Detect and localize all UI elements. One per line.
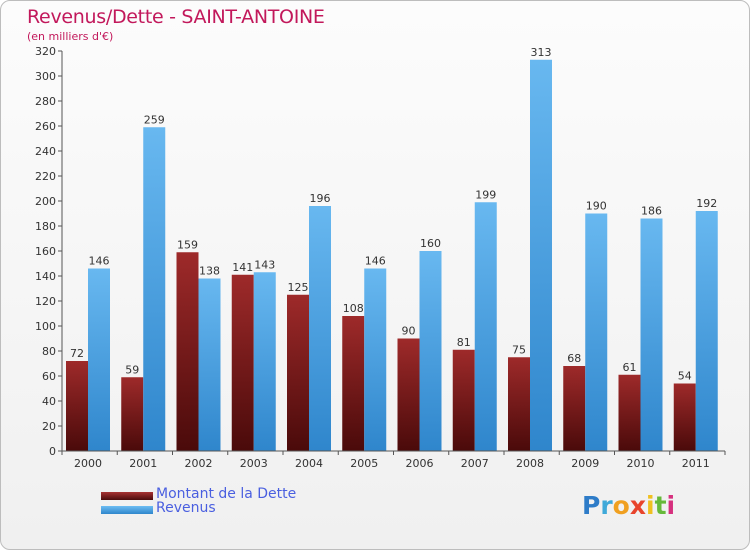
y-tick-label: 300 (35, 70, 56, 83)
bars: 72 146 59 259 159 138 141 143 125 196 108 146 90 160 8… (66, 46, 718, 451)
y-tick-label: 280 (35, 95, 56, 108)
data-label: 108 (343, 302, 364, 315)
data-label: 259 (144, 113, 165, 126)
x-tick-label: 2010 (627, 457, 655, 470)
bar-dette (287, 294, 309, 451)
y-tick-label: 160 (35, 245, 56, 258)
bar-dette (397, 338, 420, 451)
x-tick-label: 2001 (129, 457, 157, 470)
x-tick-label: 2006 (406, 457, 434, 470)
bar-revenus (88, 268, 110, 451)
legend-swatch-revenus (101, 506, 153, 514)
bar-dette (342, 316, 365, 451)
bar-revenus (695, 211, 718, 451)
logo-letter: r (600, 491, 613, 520)
data-label: 192 (696, 197, 717, 210)
bar-dette (66, 361, 88, 451)
bar-dette (452, 349, 475, 451)
bar-dette (231, 274, 254, 451)
legend-label-revenus: Revenus (156, 500, 216, 516)
logo-letter: x (629, 491, 646, 520)
y-tick-label: 80 (42, 345, 56, 358)
logo-letter: o (612, 491, 630, 520)
y-tick-label: 20 (42, 420, 56, 433)
data-label: 186 (641, 205, 662, 218)
y-tick-label: 180 (35, 220, 56, 233)
bar-dette (563, 366, 586, 451)
data-label: 199 (475, 188, 496, 201)
y-tick-label: 260 (35, 120, 56, 133)
data-label: 138 (199, 265, 220, 278)
data-label: 125 (288, 281, 309, 294)
data-label: 72 (70, 347, 84, 360)
data-label: 54 (678, 370, 692, 383)
chart-title: Revenus/Dette - SAINT-ANTOINE (27, 6, 325, 28)
y-tick-label: 100 (35, 320, 56, 333)
y-axis: 0 20 40 60 80 100 120 140 160 180 200 220 240 260 280 3… (35, 45, 63, 458)
data-label: 59 (125, 363, 139, 376)
data-label: 313 (531, 46, 552, 59)
data-label: 146 (89, 255, 110, 268)
bar-revenus (309, 206, 331, 451)
bar-revenus (143, 127, 166, 451)
y-tick-label: 240 (35, 145, 56, 158)
y-tick-label: 0 (49, 445, 56, 458)
proxiti-logo: Proxiti (582, 491, 675, 520)
bar-dette (508, 357, 530, 451)
data-label: 61 (623, 361, 637, 374)
data-label: 81 (457, 336, 471, 349)
bar-revenus (530, 59, 552, 451)
y-tick-label: 320 (35, 45, 56, 58)
data-label: 196 (310, 192, 331, 205)
y-tick-label: 120 (35, 295, 56, 308)
x-axis: 2000 2001 2002 2003 2004 2005 2006 2007 2008 2009… (61, 450, 726, 470)
bar-chart: 0 20 40 60 80 100 120 140 160 180 200 220 240 260 280 3… (35, 45, 726, 470)
bar-revenus (364, 268, 387, 451)
data-label: 75 (512, 343, 526, 356)
x-tick-label: 2011 (682, 457, 710, 470)
x-tick-label: 2002 (185, 457, 213, 470)
bar-revenus (640, 218, 663, 451)
bar-revenus (419, 251, 442, 451)
x-tick-label: 2005 (350, 457, 378, 470)
x-tick-label: 2000 (74, 457, 102, 470)
data-label: 143 (254, 258, 275, 271)
data-label: 146 (365, 255, 386, 268)
bar-dette (673, 383, 696, 451)
logo-letter: i (666, 491, 676, 520)
data-label: 68 (567, 352, 581, 365)
y-tick-label: 220 (35, 170, 56, 183)
x-tick-label: 2004 (295, 457, 323, 470)
logo-letter: t (654, 491, 667, 520)
chart-subtitle: (en milliers d'€) (27, 30, 114, 43)
bar-revenus (253, 272, 276, 451)
data-label: 90 (402, 325, 416, 338)
bar-dette (176, 252, 199, 451)
legend-swatch-dette (101, 492, 153, 500)
bar-revenus (198, 278, 221, 451)
bar-dette (618, 374, 641, 451)
bar-dette (121, 377, 144, 451)
x-tick-label: 2003 (240, 457, 268, 470)
data-label: 190 (586, 200, 607, 213)
y-tick-label: 200 (35, 195, 56, 208)
bar-revenus (474, 202, 497, 451)
y-tick-label: 40 (42, 395, 56, 408)
data-label: 159 (177, 238, 198, 251)
logo-letter: i (646, 491, 655, 520)
y-tick-label: 60 (42, 370, 56, 383)
data-label: 160 (420, 237, 441, 250)
x-tick-label: 2008 (516, 457, 544, 470)
y-tick-label: 140 (35, 270, 56, 283)
legend-label-dette: Montant de la Dette (156, 486, 297, 502)
data-label: 141 (232, 261, 253, 274)
x-tick-label: 2007 (461, 457, 489, 470)
logo-letter: P (582, 491, 601, 520)
bar-revenus (585, 213, 608, 451)
x-tick-label: 2009 (571, 457, 599, 470)
